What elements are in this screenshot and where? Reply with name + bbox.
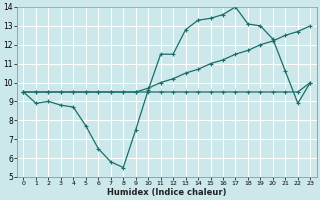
X-axis label: Humidex (Indice chaleur): Humidex (Indice chaleur) [107,188,227,197]
